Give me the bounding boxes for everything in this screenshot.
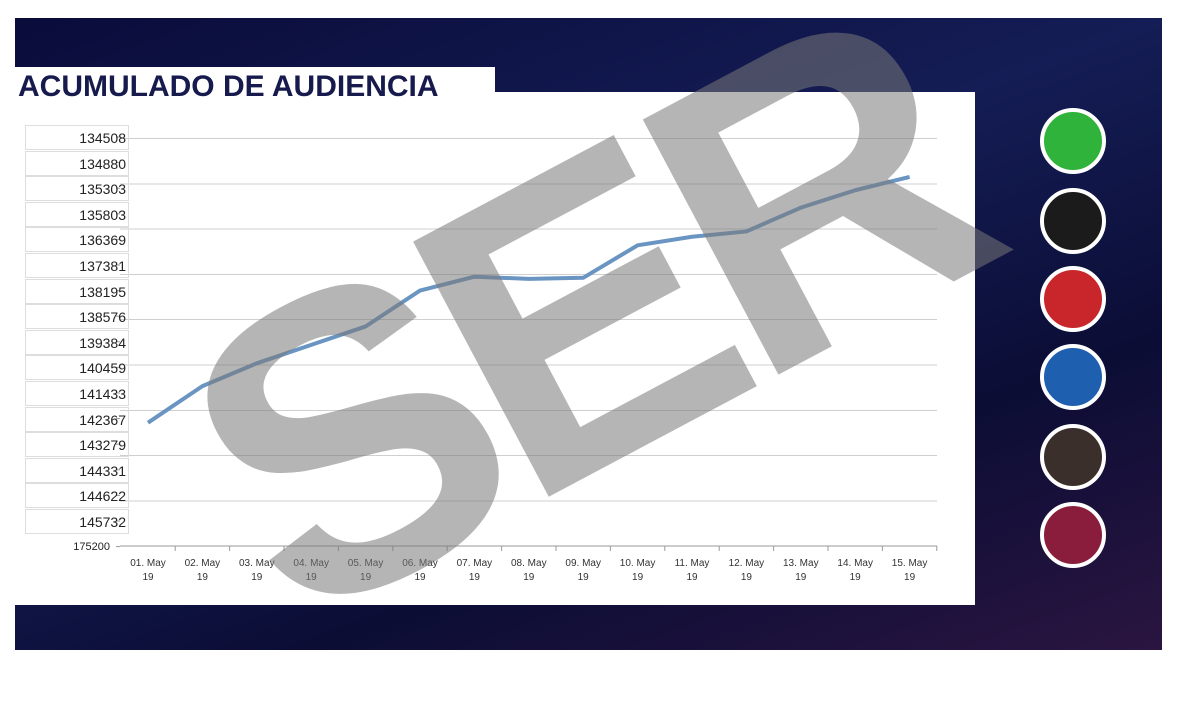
y-tick-label: 140459: [25, 355, 129, 381]
y-tick-label: 135803: [25, 201, 129, 227]
chart-title: ACUMULADO DE AUDIENCIA: [18, 70, 439, 103]
logo: [1040, 424, 1106, 490]
y-tick-label: 135303: [25, 176, 129, 202]
y-tick-label: 144331: [25, 457, 129, 483]
y-tick-label: 144622: [25, 483, 129, 509]
y-tick-label: 134508: [25, 125, 129, 150]
logo: [1040, 108, 1106, 174]
y-tick-label: 175200: [73, 540, 110, 553]
logo: [1040, 502, 1106, 568]
x-tick-label: 15. May 19: [891, 558, 928, 583]
x-tick-label: 02. May 19: [184, 558, 221, 583]
x-tick-label: 11. May 19: [674, 558, 710, 583]
x-tick-label: 14. May 19: [837, 558, 873, 583]
x-tick-label: 05. May 19: [347, 558, 384, 583]
y-tick-label: 134880: [25, 150, 129, 176]
x-tick-label: 01. May 19: [130, 558, 166, 583]
x-tick-label: 10. May 19: [619, 558, 656, 583]
title-tab: [15, 67, 495, 107]
x-tick-label: 08. May 19: [511, 558, 547, 583]
x-tick-label: 09. May 19: [565, 558, 601, 583]
x-tick-label: 03. May 19: [239, 558, 275, 583]
y-tick-label: 142367: [25, 406, 129, 432]
y-tick-label: 138576: [25, 304, 129, 330]
x-tick-label: 12. May 19: [728, 558, 765, 583]
plot: [116, 136, 938, 551]
y-tick-label: 137381: [25, 253, 129, 278]
y-tick-label: 139384: [25, 329, 129, 355]
y-tick-label: 145732: [25, 509, 129, 534]
x-tick-label: 13. May 19: [783, 558, 819, 583]
logo: [1040, 344, 1106, 410]
page: ACUMULADO DE AUDIENCIA 134508 134880 13530…: [15, 0, 1162, 712]
logo: [1040, 188, 1106, 254]
y-tick-label: 136369: [25, 227, 129, 253]
x-tick-label: 06. May 19: [402, 558, 438, 583]
y-tick-label: 143279: [25, 432, 129, 458]
series-line: [146, 175, 911, 425]
x-tick-label: 04. May 19: [293, 558, 329, 583]
logo: [1040, 266, 1106, 332]
y-tick-label: 138195: [25, 278, 129, 304]
stage: ACUMULADO DE AUDIENCIA 134508 134880 13530…: [15, 0, 1162, 712]
y-tick-label: 141433: [25, 381, 129, 406]
x-tick-label: 07. May 19: [456, 558, 493, 583]
